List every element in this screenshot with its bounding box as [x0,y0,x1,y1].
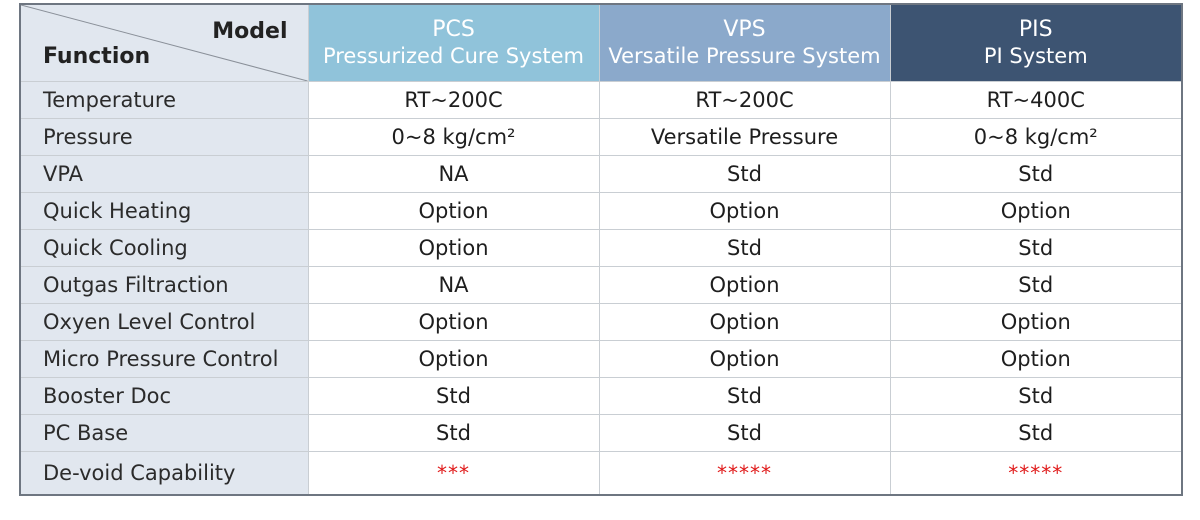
pcs-value-cell: Option [307,340,600,378]
model-code: PIS [1018,17,1053,42]
function-name-cell: Quick Cooling [19,229,309,267]
pis-value-cell: Std [889,155,1183,193]
model-axis-label: Model [212,19,288,44]
function-axis-label: Function [43,44,151,69]
vps-value-cell: Std [598,229,891,267]
function-name-cell: Quick Heating [19,192,309,230]
function-name-cell: Pressure [19,118,309,156]
model-comparison-table: Model Function PCS Pressurized Cure Syst… [19,3,1183,496]
vps-value-cell: Option [598,340,891,378]
model-full-name: PI System [983,44,1088,68]
table-row: Quick Cooling Option Std Std [19,229,1183,267]
pis-value-cell: Std [889,229,1183,267]
pis-value-cell: Std [889,266,1183,304]
table-header-row: Model Function PCS Pressurized Cure Syst… [19,3,1183,82]
pcs-rating-stars: *** [307,451,600,496]
vps-value-cell: Option [598,192,891,230]
table-row: Temperature RT~200C RT~200C RT~400C [19,81,1183,119]
pis-value-cell: 0~8 kg/cm² [889,118,1183,156]
diagonal-divider [21,5,307,81]
function-name-cell: VPA [19,155,309,193]
pis-value-cell: Std [889,414,1183,452]
pis-value-cell: Option [889,192,1183,230]
table-row: Booster Doc Std Std Std [19,377,1183,415]
function-name-cell: Temperature [19,81,309,119]
pis-value-cell: Std [889,377,1183,415]
corner-header-cell: Model Function [19,3,309,82]
vps-value-cell: Option [598,266,891,304]
table-row: VPA NA Std Std [19,155,1183,193]
table-row: De-void Capability *** ***** ***** [19,451,1183,496]
pis-value-cell: Option [889,340,1183,378]
table-row: PC Base Std Std Std [19,414,1183,452]
model-header-pis: PIS PI System [889,3,1183,82]
model-code: VPS [723,17,766,42]
function-name-cell: Oxyen Level Control [19,303,309,341]
vps-rating-stars: ***** [598,451,891,496]
vps-value-cell: RT~200C [598,81,891,119]
function-name-cell: Booster Doc [19,377,309,415]
pis-rating-stars: ***** [889,451,1183,496]
vps-value-cell: Option [598,303,891,341]
pcs-value-cell: RT~200C [307,81,600,119]
pcs-value-cell: Std [307,414,600,452]
vps-value-cell: Std [598,414,891,452]
model-full-name: Pressurized Cure System [322,44,585,68]
table-row: Pressure 0~8 kg/cm² Versatile Pressure 0… [19,118,1183,156]
table-row: Quick Heating Option Option Option [19,192,1183,230]
model-header-pcs: PCS Pressurized Cure System [307,3,600,82]
pcs-value-cell: Option [307,192,600,230]
table-row: Micro Pressure Control Option Option Opt… [19,340,1183,378]
function-name-cell: PC Base [19,414,309,452]
model-header-vps: VPS Versatile Pressure System [598,3,891,82]
pis-value-cell: RT~400C [889,81,1183,119]
model-full-name: Versatile Pressure System [608,44,881,68]
function-name-cell: Micro Pressure Control [19,340,309,378]
model-code: PCS [432,17,475,42]
pcs-value-cell: NA [307,155,600,193]
vps-value-cell: Std [598,377,891,415]
pcs-value-cell: Option [307,229,600,267]
table-row: Oxyen Level Control Option Option Option [19,303,1183,341]
pcs-value-cell: Option [307,303,600,341]
pis-value-cell: Option [889,303,1183,341]
function-name-cell: Outgas Filtraction [19,266,309,304]
table-row: Outgas Filtraction NA Option Std [19,266,1183,304]
vps-value-cell: Versatile Pressure [598,118,891,156]
pcs-value-cell: 0~8 kg/cm² [307,118,600,156]
pcs-value-cell: NA [307,266,600,304]
function-name-cell: De-void Capability [19,451,309,496]
vps-value-cell: Std [598,155,891,193]
pcs-value-cell: Std [307,377,600,415]
